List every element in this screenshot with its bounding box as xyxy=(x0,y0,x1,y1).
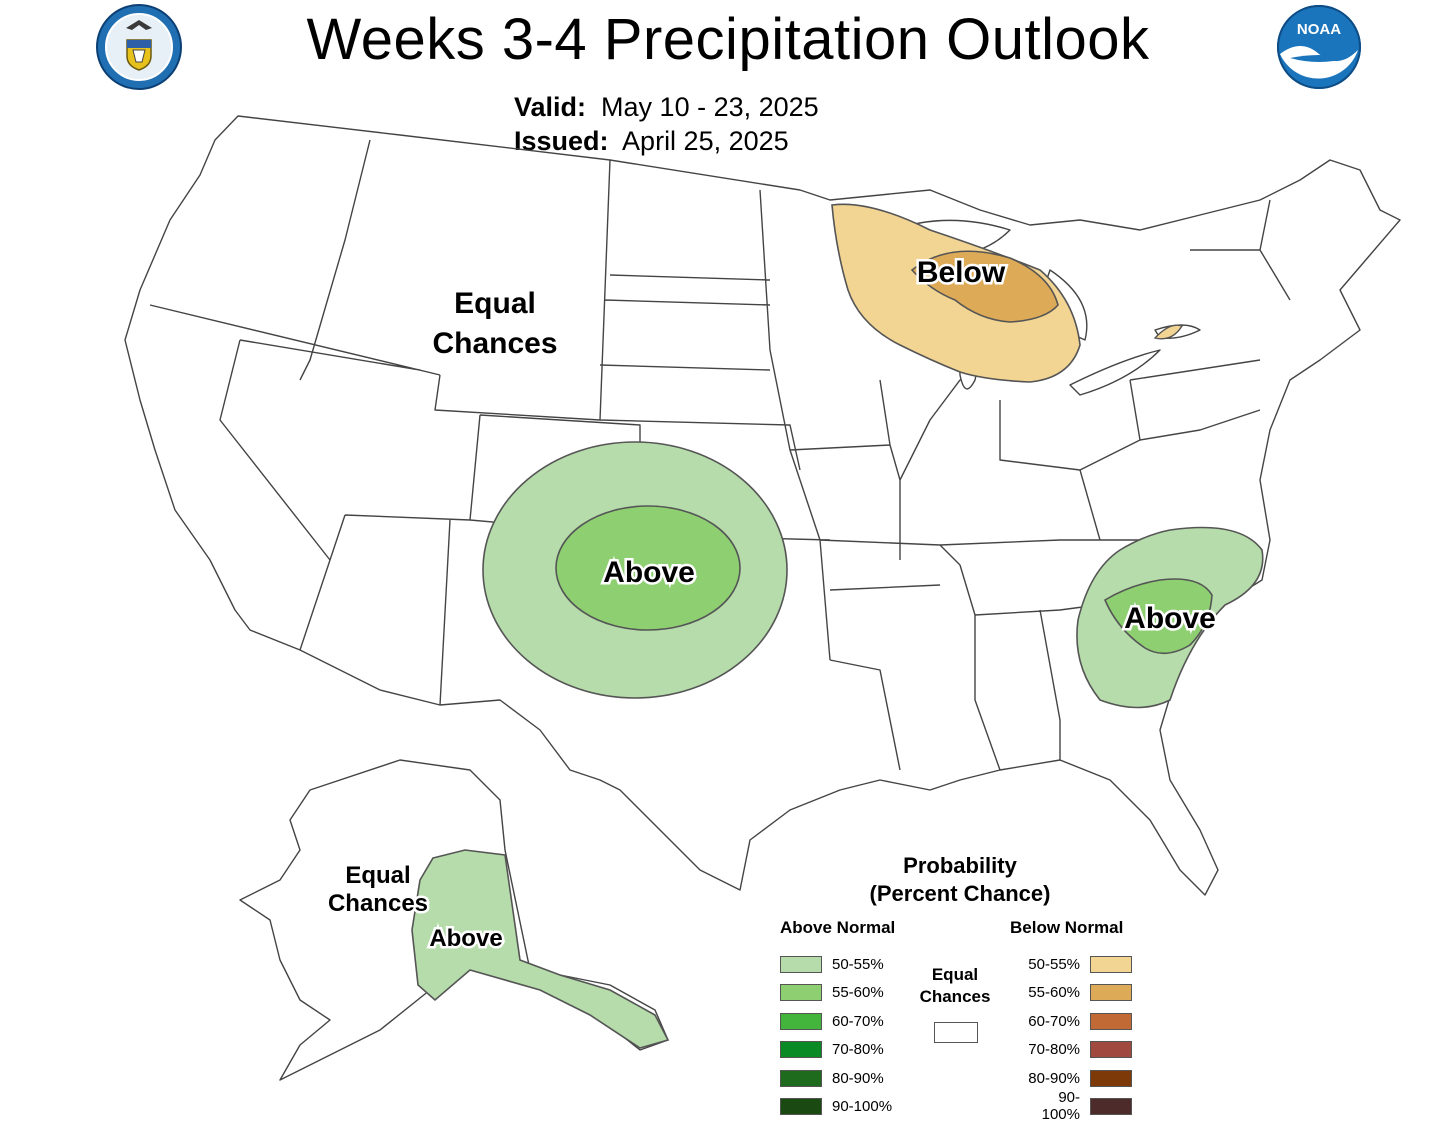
valid-value: May 10 - 23, 2025 xyxy=(601,92,819,122)
legend-item: 55-60% xyxy=(780,982,884,1002)
legend-label: 50-55% xyxy=(832,955,884,973)
page-title: Weeks 3-4 Precipitation Outlook xyxy=(306,7,1150,72)
legend-label: 55-60% xyxy=(832,983,884,1001)
noaa-logo-text: NOAA xyxy=(1297,21,1341,38)
valid-label: Valid: xyxy=(514,92,587,122)
legend-item: 90-100% xyxy=(1022,1089,1132,1123)
date-block: Valid: May 10 - 23, 2025 Issued: April 2… xyxy=(514,90,819,158)
lake-erie xyxy=(1069,349,1161,396)
equal-chances-line2: Chances xyxy=(919,987,991,1006)
legend-label: 80-90% xyxy=(1028,1069,1080,1087)
legend-title-line1: Probability xyxy=(903,853,1017,878)
legend-label: 70-80% xyxy=(832,1040,884,1058)
alaska-above-50-55 xyxy=(411,849,670,1049)
legend-swatch xyxy=(1090,1040,1132,1058)
west-equal-chances-line2: Chances xyxy=(432,327,557,360)
legend-label: 50-55% xyxy=(1028,955,1080,973)
legend-label: 90-100% xyxy=(832,1097,893,1115)
legend-label: 80-90% xyxy=(832,1069,884,1087)
legend-label: 60-70% xyxy=(1028,1012,1080,1030)
noaa-logo-icon: NOAA xyxy=(1277,5,1361,89)
greatlakes-below-small xyxy=(1153,324,1184,340)
equal-chances-swatch xyxy=(934,1022,978,1043)
legend-swatch xyxy=(1090,1097,1132,1115)
legend-swatch xyxy=(1090,1012,1132,1030)
greatlakes-below-label: Below xyxy=(917,256,1006,289)
plains-above-label: Above xyxy=(603,556,695,589)
probability-legend: Probability (Percent Chance) Above Norma… xyxy=(770,852,1150,1123)
southeast-above-55-60 xyxy=(1103,578,1213,655)
legend-swatch xyxy=(1090,983,1132,1001)
equal-chances-line1: Equal xyxy=(931,965,979,984)
below-normal-header: Below Normal xyxy=(1010,918,1124,937)
legend-swatch xyxy=(780,1012,822,1030)
legend-swatch xyxy=(780,983,822,1001)
above-normal-header: Above Normal xyxy=(780,918,896,937)
legend-swatch xyxy=(780,1069,822,1087)
legend-item: 50-55% xyxy=(780,954,884,974)
equal-chances-legend-label: Equal Chances xyxy=(910,964,1000,1008)
legend-swatch xyxy=(1090,1069,1132,1087)
legend-title-line2: (Percent Chance) xyxy=(869,881,1051,906)
issued-value: April 25, 2025 xyxy=(622,126,789,156)
legend-item: 90-100% xyxy=(780,1096,892,1116)
legend-item: 70-80% xyxy=(1022,1039,1132,1059)
southeast-above-label: Above xyxy=(1124,602,1216,635)
state-lines xyxy=(149,139,1291,771)
department-of-commerce-seal-icon xyxy=(96,4,182,90)
legend-item: 60-70% xyxy=(1022,1011,1132,1031)
legend-item: 50-55% xyxy=(1022,954,1132,974)
legend-label: 70-80% xyxy=(1028,1040,1080,1058)
alaska-above-label: Above xyxy=(429,925,502,952)
legend-item: 80-90% xyxy=(1022,1068,1132,1088)
legend-swatch xyxy=(780,1040,822,1058)
legend-label: 55-60% xyxy=(1028,983,1080,1001)
alaska-equal-chances-line2: Chances xyxy=(328,890,428,917)
greatlakes-below-55-60 xyxy=(910,250,1059,323)
valid-row: Valid: May 10 - 23, 2025 xyxy=(514,90,819,124)
legend-label: 60-70% xyxy=(832,1012,884,1030)
legend-swatch xyxy=(1090,955,1132,973)
legend-item: 55-60% xyxy=(1022,982,1132,1002)
legend-item: 70-80% xyxy=(780,1039,884,1059)
west-equal-chances-line1: Equal xyxy=(454,287,536,320)
legend-item: 60-70% xyxy=(780,1011,884,1031)
legend-swatch xyxy=(780,1097,822,1115)
legend-title: Probability (Percent Chance) xyxy=(770,852,1150,908)
conus-outline xyxy=(124,115,1401,896)
legend-label: 90-100% xyxy=(1041,1089,1080,1123)
legend-item: 80-90% xyxy=(780,1068,884,1088)
alaska-equal-chances-line1: Equal xyxy=(345,862,410,889)
plains-above-55-60 xyxy=(555,505,741,631)
legend-swatch xyxy=(780,955,822,973)
